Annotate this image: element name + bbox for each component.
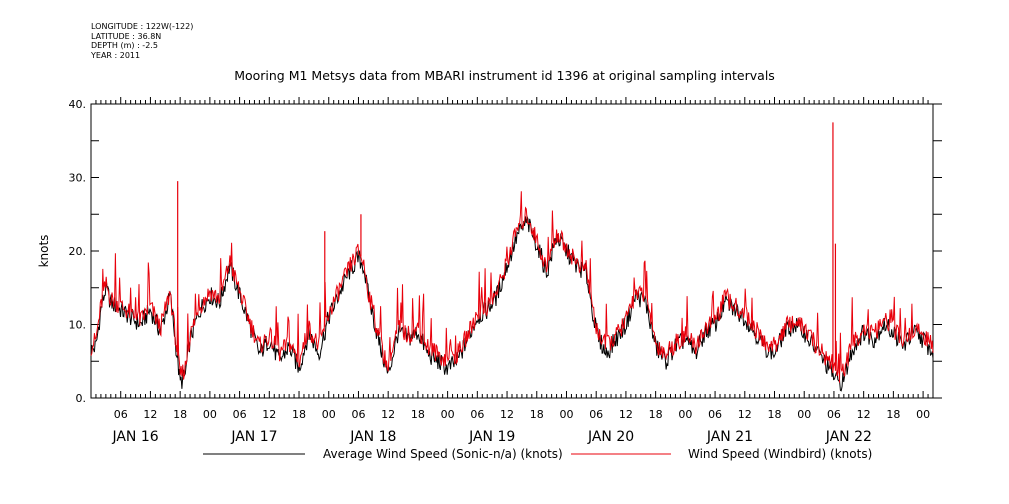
x-tick-label: 06	[351, 408, 365, 421]
x-tick-label: 18	[886, 408, 900, 421]
y-tick-label: 0.	[76, 392, 87, 405]
series-windbird-line	[90, 191, 934, 383]
x-tick-label: 00	[203, 408, 217, 421]
depth-text: DEPTH (m) : -2.5	[91, 41, 158, 50]
day-label: JAN 19	[468, 429, 515, 445]
day-label: JAN 17	[230, 429, 277, 445]
x-tick-label: 06	[233, 408, 247, 421]
y-axis-label: knots	[37, 235, 51, 268]
x-tick-label: 12	[500, 408, 514, 421]
x-tick-label: 06	[827, 408, 841, 421]
x-tick-label: 00	[916, 408, 930, 421]
metadata-block: LONGITUDE : 122W(-122) LATITUDE : 36.8N …	[91, 22, 193, 60]
x-tick-label: 00	[559, 408, 573, 421]
x-tick-label: 00	[678, 408, 692, 421]
chart-title: Mooring M1 Metsys data from MBARI instru…	[234, 68, 775, 83]
x-tick-label: 00	[797, 408, 811, 421]
x-tick-label: 18	[411, 408, 425, 421]
legend-label-average: Average Wind Speed (Sonic-n/a) (knots)	[323, 447, 563, 461]
longitude-text: LONGITUDE : 122W(-122)	[91, 22, 194, 31]
year-text: YEAR : 2011	[91, 50, 141, 60]
x-tick-label: 18	[649, 408, 663, 421]
x-tick-label: 12	[619, 408, 633, 421]
x-tick-label: 00	[322, 408, 336, 421]
y-tick-label: 40.	[69, 98, 87, 111]
x-tick-label: 06	[114, 408, 128, 421]
day-label: JAN 22	[825, 429, 872, 445]
x-tick-label: 18	[530, 408, 544, 421]
x-tick-label: 18	[292, 408, 306, 421]
y-tick-label: 10.	[69, 319, 87, 332]
x-tick-label: 12	[857, 408, 871, 421]
x-tick-label: 12	[381, 408, 395, 421]
day-label: JAN 20	[587, 429, 634, 445]
x-tick-label: 18	[173, 408, 187, 421]
x-tick-label: 12	[143, 408, 157, 421]
x-tick-label: 06	[589, 408, 603, 421]
x-tick-label: 18	[768, 408, 782, 421]
day-label: JAN 18	[349, 429, 396, 445]
x-tick-label: 06	[470, 408, 484, 421]
legend-label-windbird: Wind Speed (Windbird) (knots)	[688, 447, 872, 461]
x-tick-label: 12	[738, 408, 752, 421]
x-tick-label: 06	[708, 408, 722, 421]
y-tick-label: 20.	[69, 245, 87, 258]
x-tick-label: 12	[262, 408, 276, 421]
latitude-text: LATITUDE : 36.8N	[91, 31, 162, 41]
x-tick-label: 00	[441, 408, 455, 421]
y-tick-label: 30.	[69, 172, 87, 185]
day-label: JAN 16	[111, 429, 158, 445]
day-label: JAN 21	[706, 429, 753, 445]
series-average-wind-line	[90, 215, 934, 392]
